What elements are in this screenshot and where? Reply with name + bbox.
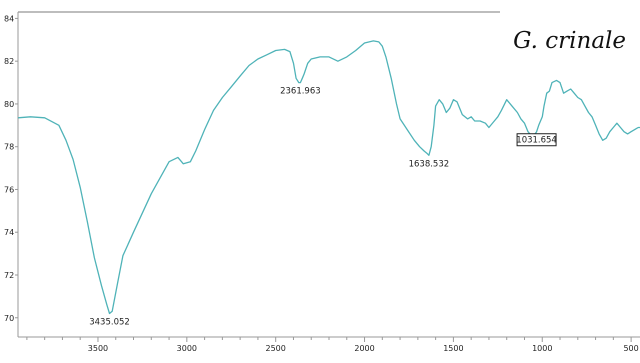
- x-tick-label: 2000: [354, 344, 374, 353]
- chart-frame: [17, 11, 640, 338]
- x-axis: 3500 3000 2500 2000 1500 1000 500: [26, 337, 639, 353]
- peak-label: 2361.963: [280, 87, 321, 97]
- x-tick-label: 1000: [532, 344, 552, 353]
- y-axis: 70 72 74 76 78 80 82 84: [4, 14, 18, 323]
- peak-label-box: [516, 133, 557, 147]
- y-tick-label: 82: [4, 57, 14, 66]
- peak-label: 1031.654: [516, 136, 557, 146]
- x-tick-label: 3000: [177, 344, 197, 353]
- peak-labels: 3435.052 2361.963 1638.532 1031.654: [89, 87, 557, 328]
- chart-title: G. crinale: [513, 28, 626, 54]
- spectrum-line: [17, 40, 640, 315]
- y-tick-label: 74: [4, 228, 14, 237]
- y-tick-label: 78: [4, 143, 14, 152]
- y-tick-label: 80: [4, 100, 14, 109]
- y-tick-label: 76: [4, 185, 14, 194]
- y-tick-label: 84: [4, 14, 14, 23]
- y-tick-label: 72: [4, 271, 14, 280]
- x-tick-label: 1500: [443, 344, 463, 353]
- x-tick-label: 3500: [88, 344, 108, 353]
- x-tick-label: 2500: [266, 344, 286, 353]
- peak-label: 1638.532: [409, 159, 450, 169]
- peak-label: 3435.052: [89, 317, 130, 327]
- y-tick-label: 70: [4, 314, 14, 323]
- x-tick-label: 500: [623, 344, 638, 353]
